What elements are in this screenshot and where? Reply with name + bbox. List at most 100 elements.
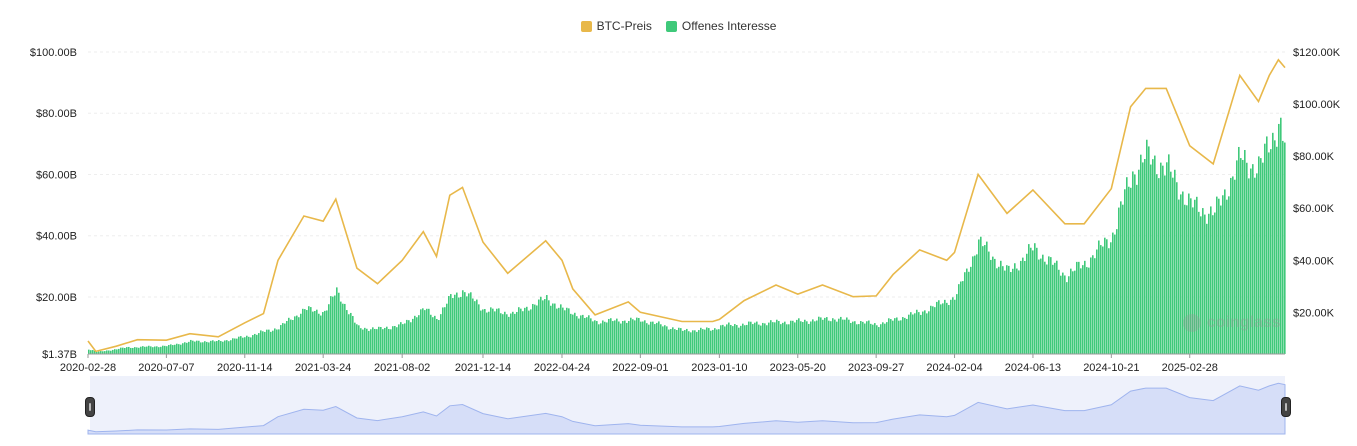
open-interest-bar [1156, 174, 1158, 354]
open-interest-bar [164, 345, 166, 354]
open-interest-bar [498, 308, 500, 354]
open-interest-bar [806, 321, 808, 354]
open-interest-bar [902, 317, 904, 354]
open-interest-bar [276, 329, 278, 354]
open-interest-bar [1244, 149, 1246, 354]
open-interest-bar [290, 319, 292, 354]
open-interest-bar [606, 322, 608, 354]
open-interest-bar [728, 322, 730, 354]
chart-legend: BTC-Preis Offenes Interesse [0, 19, 1357, 33]
open-interest-bar [184, 342, 186, 354]
x-axis-tick-label: 2023-01-10 [691, 362, 747, 374]
open-interest-bar [1144, 159, 1146, 354]
open-interest-bar [440, 314, 442, 354]
open-interest-bar [114, 349, 116, 354]
open-interest-bar [1036, 247, 1038, 354]
open-interest-bar [1000, 260, 1002, 354]
open-interest-bar [630, 317, 632, 354]
open-interest-bar [318, 313, 320, 354]
open-interest-bar [110, 350, 112, 354]
open-interest-bar [1230, 177, 1232, 354]
x-axis-tick-label: 2020-02-28 [60, 362, 116, 374]
open-interest-bar [600, 323, 602, 354]
open-interest-bar [788, 324, 790, 354]
open-interest-bar [118, 348, 120, 354]
open-interest-bar [1126, 177, 1128, 354]
open-interest-bar [1176, 182, 1178, 354]
open-interest-bar [1018, 270, 1020, 354]
open-interest-bar [588, 315, 590, 354]
legend-item-open-interest[interactable]: Offenes Interesse [665, 19, 776, 33]
open-interest-bar [220, 341, 222, 354]
open-interest-bar [398, 324, 400, 354]
open-interest-bar [1260, 158, 1262, 354]
range-navigator[interactable] [87, 376, 1286, 435]
open-interest-bar [1028, 244, 1030, 354]
open-interest-bar [566, 307, 568, 354]
open-interest-bar [652, 321, 654, 354]
open-interest-bar [190, 339, 192, 354]
navigator-left-handle[interactable] [85, 397, 95, 417]
open-interest-bar [188, 341, 190, 354]
open-interest-bar [216, 341, 218, 354]
open-interest-bar [312, 311, 314, 354]
open-interest-bar [740, 325, 742, 354]
open-interest-bar [268, 329, 270, 354]
open-interest-bar [690, 332, 692, 354]
open-interest-bar [1134, 174, 1136, 354]
open-interest-bar [1120, 201, 1122, 354]
open-interest-bar [1062, 272, 1064, 354]
open-interest-bar [928, 311, 930, 354]
open-interest-bar [1138, 169, 1140, 354]
legend-item-btc-price[interactable]: BTC-Preis [580, 19, 652, 33]
open-interest-bar [1078, 261, 1080, 354]
open-interest-bar [310, 307, 312, 354]
open-interest-bar [458, 297, 460, 354]
open-interest-bar [1264, 143, 1266, 354]
open-interest-bar [974, 255, 976, 354]
open-interest-bar [966, 268, 968, 354]
open-interest-bar [680, 328, 682, 354]
open-interest-bar [240, 336, 242, 354]
open-interest-bar [254, 333, 256, 354]
legend-swatch-btc-price [580, 20, 592, 32]
open-interest-bar [178, 344, 180, 354]
open-interest-bar [1008, 265, 1010, 354]
open-interest-bar [710, 330, 712, 354]
open-interest-bar [122, 347, 124, 354]
open-interest-bar [330, 296, 332, 354]
open-interest-bar [1060, 275, 1062, 354]
open-interest-bar [404, 323, 406, 354]
open-interest-bar [162, 345, 164, 354]
open-interest-bar [654, 324, 656, 354]
open-interest-bar [810, 321, 812, 354]
open-interest-bar [204, 341, 206, 354]
open-interest-bar [476, 299, 478, 354]
open-interest-bar [322, 312, 324, 354]
open-interest-bar [410, 322, 412, 354]
open-interest-bar [886, 322, 888, 354]
open-interest-bar [214, 341, 216, 354]
open-interest-bar [794, 322, 796, 354]
open-interest-bar [772, 322, 774, 354]
open-interest-bar [486, 312, 488, 354]
open-interest-bar [1038, 259, 1040, 354]
right-axis-tick-label: $100.00K [1293, 99, 1341, 111]
open-interest-bar [244, 337, 246, 354]
open-interest-bar [938, 300, 940, 354]
open-interest-bar [822, 319, 824, 354]
open-interest-bar [672, 327, 674, 354]
open-interest-bar [298, 317, 300, 354]
open-interest-bar [908, 314, 910, 354]
open-interest-bar [336, 287, 338, 354]
open-interest-bar [618, 321, 620, 354]
open-interest-bar [426, 308, 428, 354]
navigator-right-handle[interactable] [1281, 397, 1291, 417]
open-interest-bar [1204, 214, 1206, 354]
open-interest-bar [950, 299, 952, 354]
open-interest-bar [1142, 162, 1144, 354]
open-interest-bar [192, 340, 194, 354]
open-interest-bar [510, 313, 512, 354]
open-interest-bar [980, 236, 982, 354]
open-interest-bar [858, 324, 860, 354]
